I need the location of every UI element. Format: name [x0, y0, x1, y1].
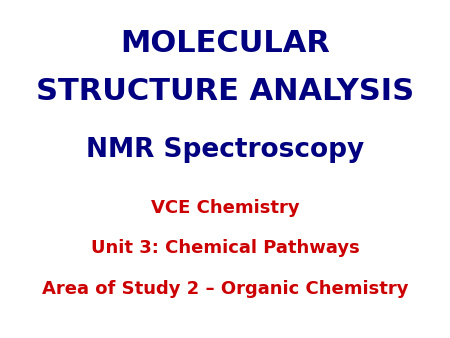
Text: NMR Spectroscopy: NMR Spectroscopy — [86, 138, 364, 163]
Text: STRUCTURE ANALYSIS: STRUCTURE ANALYSIS — [36, 77, 414, 106]
Text: MOLECULAR: MOLECULAR — [120, 29, 330, 58]
Text: VCE Chemistry: VCE Chemistry — [151, 199, 299, 217]
Text: Area of Study 2 – Organic Chemistry: Area of Study 2 – Organic Chemistry — [42, 280, 408, 298]
Text: Unit 3: Chemical Pathways: Unit 3: Chemical Pathways — [90, 239, 360, 258]
